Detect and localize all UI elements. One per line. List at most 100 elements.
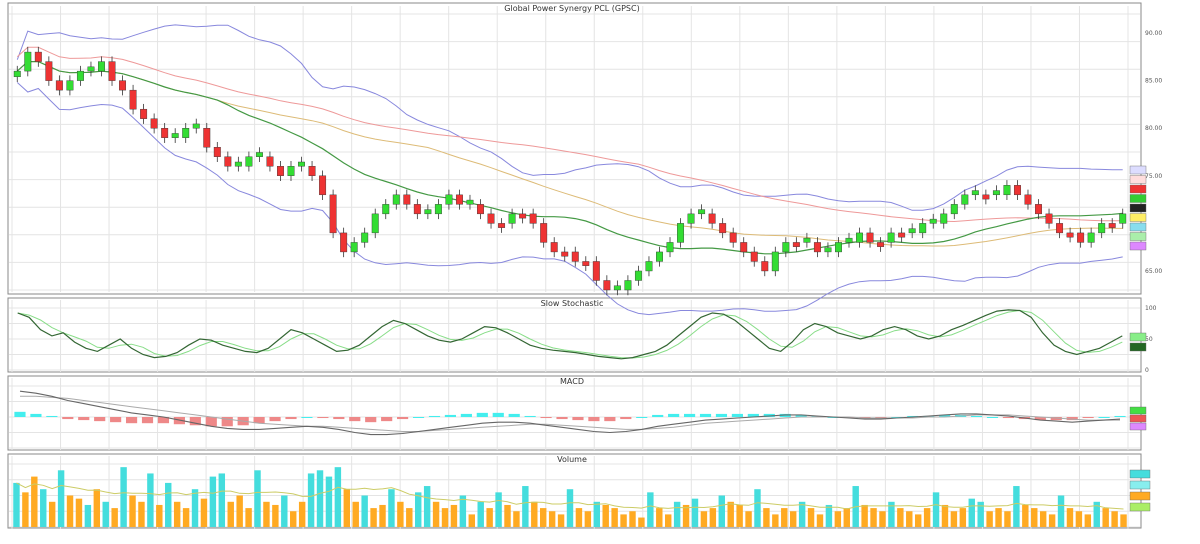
candle [1098,218,1106,239]
candle [182,122,190,143]
candle [350,237,358,258]
volume-bar [611,508,618,527]
candle [298,156,305,172]
volume-bar [816,514,824,527]
macd-histogram-bar [14,411,26,417]
price-value-tag [1129,213,1147,222]
volume-bar [236,495,243,527]
candle [835,237,842,258]
volume-bar [57,470,65,527]
volume-bar [1031,508,1038,527]
volume-bar [120,467,127,527]
candle [582,256,590,271]
volume-bar [1022,504,1029,527]
volume-bar [165,482,172,527]
candle [392,189,400,210]
bollinger-upper-line [16,24,1123,211]
overlays [16,24,1123,316]
volume-bar [1048,514,1056,527]
candle [929,213,937,229]
price-tick-label: 85.00 [1145,78,1162,85]
candle [961,189,969,210]
volume-bar [352,501,359,527]
volume-bar [1084,514,1092,527]
macd-line [19,390,1121,436]
macd-histogram-bar [652,414,664,417]
candle [877,237,885,252]
macd-histogram-bar [62,417,74,420]
macd-histogram-bar [221,417,233,427]
candle [624,275,632,296]
macd-histogram-bar [683,413,696,417]
candle [971,185,979,201]
candle [950,199,958,220]
candle [1003,180,1011,201]
volume-bar [789,511,797,527]
price-tick-label: 80.00 [1145,125,1162,132]
candle [508,208,516,229]
volume-bar [700,511,708,527]
price-value-tag [1129,222,1147,232]
volume-bar [781,508,788,527]
candle [519,208,527,224]
candle [803,232,811,248]
macd-histogram-bar [125,417,138,424]
volume-bar [548,511,556,527]
volume-bar [682,504,690,527]
stochastic-value-tag [1129,332,1147,342]
macd-histogram-bar [540,417,552,419]
candle [455,189,463,210]
candle [571,246,579,267]
volume-bar [370,508,377,527]
macd-histogram-bar [524,415,536,417]
volume-bar [557,514,565,527]
candle [150,113,158,134]
volume-bar [13,482,20,527]
volume-bar [191,489,199,527]
volume-title: Volume [557,455,587,464]
volume-bar [986,511,993,527]
candle [1066,227,1074,243]
macd-histogram-bar [715,413,728,417]
candle [940,208,948,229]
volume-bar [379,504,386,527]
volume-bar [48,501,56,527]
volume-bar [798,501,806,527]
volume-bar [129,495,136,527]
candle [45,56,53,86]
macd-histogram-bar [986,417,999,418]
volume-bar [995,508,1002,527]
price-value-tag [1129,203,1147,213]
chart-marks [13,46,1127,527]
candle [740,237,748,258]
volume-bar [566,489,574,527]
macd-histogram-bar [508,413,520,417]
candle [866,227,874,248]
candle [161,122,169,143]
candle [603,275,611,296]
candle [813,237,821,258]
volume-bar [298,501,306,527]
candle [677,218,685,248]
candle [277,161,284,182]
candle [382,199,390,220]
macd-panel [7,375,1142,451]
macd-histogram-bar [492,412,504,417]
candle [477,199,484,220]
candle [1024,189,1032,210]
candle [213,142,221,162]
candle [203,122,211,153]
macd-value-tag [1129,422,1147,431]
volume-bar [843,508,850,527]
candle [845,232,853,248]
volume-bar [31,476,38,527]
macd-title: MACD [560,377,584,386]
volume-bar [245,508,252,527]
price-value-tag [1129,184,1147,194]
candle [55,75,63,96]
candle [76,65,84,86]
candle [792,237,800,252]
candle [719,218,727,239]
volume-bar [540,508,547,527]
macd-histogram-bar [747,413,759,417]
